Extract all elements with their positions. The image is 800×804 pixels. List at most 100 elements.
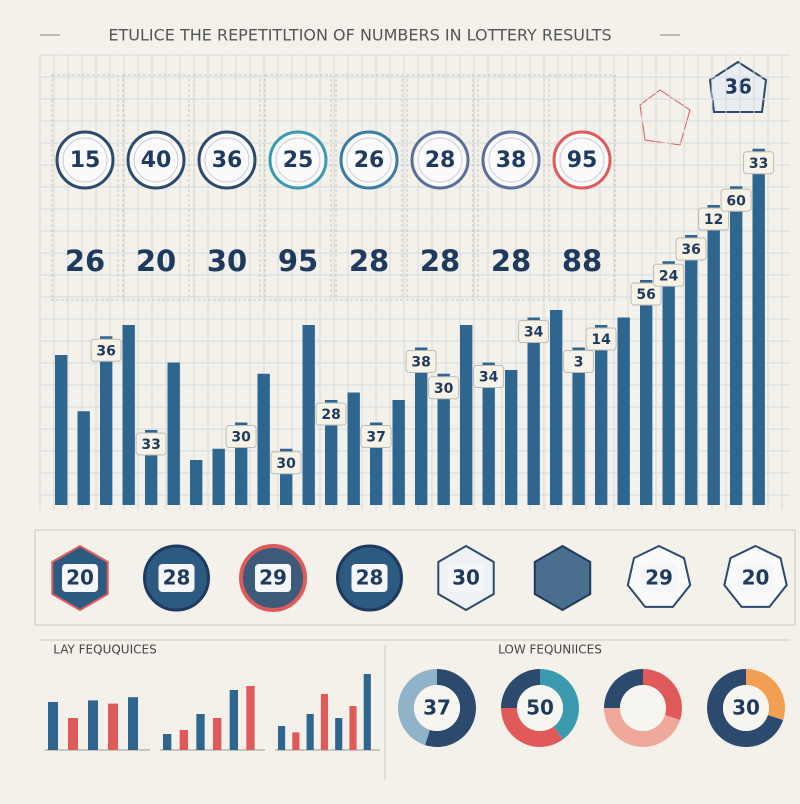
badge-number: 28 [356,566,384,590]
tag: 60 [726,193,746,209]
ball-number: 28 [425,148,456,173]
donut-segment [501,669,540,708]
ball-inner [559,137,605,183]
bar [707,205,720,505]
tag: 33 [141,437,160,453]
tag-box [405,350,437,373]
donut-number: 50 [526,696,554,720]
tag-box [428,376,460,400]
ball-number: 25 [283,148,314,173]
bar [190,460,203,505]
column-panel [548,74,616,301]
small-bar [320,694,328,750]
badge-number: 28 [163,566,191,590]
small-bar [213,718,222,750]
tag-box [585,327,617,351]
column-panel [264,74,332,301]
badge-plate [158,564,195,592]
tag: 33 [749,156,768,172]
small-bar [292,732,300,750]
tag: 28 [321,407,340,423]
bar [505,370,518,505]
column-number: 26 [65,244,105,278]
column-panel [51,74,119,301]
tag-box [675,237,707,261]
badge-plate [737,564,774,592]
tag: 38 [411,355,430,371]
bar [685,235,698,505]
tag-box [135,432,167,456]
bar [437,373,450,505]
ball [552,130,612,190]
donut-segment [424,669,477,748]
tag: 30 [231,430,251,446]
small-bar [68,718,78,750]
donut-segment [643,669,682,721]
ball-number: 95 [567,148,598,173]
badge-plate [255,564,291,592]
badge-plate [641,564,677,592]
tag: 34 [524,325,544,341]
tag-box [630,282,662,306]
tag-box [743,151,775,175]
tag: 34 [479,370,499,386]
bar [662,261,675,505]
ball [410,130,470,190]
ball [126,130,186,190]
bar [550,310,563,505]
tag-box [563,350,595,373]
column-number: 28 [420,244,460,278]
bar [392,400,405,505]
donut-segment [501,708,563,747]
column-number: 28 [349,244,389,278]
donut-hole [620,685,666,731]
badge-shape [533,544,592,612]
bar [100,336,113,505]
small-bar [335,718,343,750]
bar [347,392,360,505]
ball-inner [204,137,250,183]
small-bar [363,674,371,750]
badge-plate [448,564,484,592]
small-bar [48,702,58,750]
ball-inner [275,137,321,183]
tag: 30 [434,381,454,397]
tag: 12 [704,212,723,228]
small-bar [108,703,118,750]
badge-number: 20 [742,566,770,590]
donut-segment [540,669,579,740]
bar [460,325,473,505]
column-number: 88 [562,244,602,278]
ball [268,130,328,190]
tag-box [270,451,302,475]
tag-box [720,188,752,212]
tag-box [473,365,505,388]
bar [752,148,765,505]
tag-box [90,338,122,362]
badge-number: 29 [259,566,287,590]
tag: 37 [366,430,385,446]
ball-number: 36 [212,148,243,173]
bar [325,400,338,505]
tag: 14 [591,332,611,348]
bar [595,325,608,505]
bar [122,325,135,505]
tag: 30 [276,456,296,472]
small-bar [196,714,205,750]
tag: 3 [574,355,584,371]
bar [212,448,225,505]
small-bar [229,690,238,750]
tag-box [225,425,257,448]
ball-number: 26 [354,148,385,173]
ball-number: 15 [70,148,101,173]
ball [55,130,115,190]
column-panel [477,74,545,301]
donut-number: 37 [423,696,451,720]
small-bar [246,686,255,750]
ball-inner [488,137,534,183]
tag: 56 [636,287,655,303]
bar [77,411,90,505]
tag: 36 [96,343,115,359]
small-bar [278,726,286,750]
